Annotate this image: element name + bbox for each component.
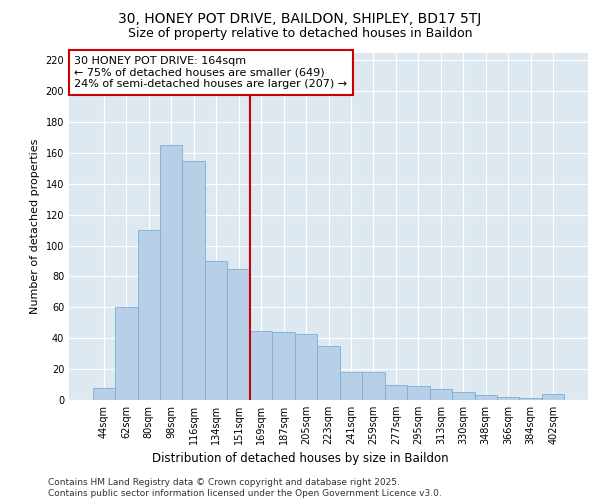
Bar	[317, 346, 340, 400]
Text: Distribution of detached houses by size in Baildon: Distribution of detached houses by size …	[152, 452, 448, 465]
Bar	[160, 145, 182, 400]
Y-axis label: Number of detached properties: Number of detached properties	[30, 138, 40, 314]
Bar	[385, 384, 407, 400]
Text: 30, HONEY POT DRIVE, BAILDON, SHIPLEY, BD17 5TJ: 30, HONEY POT DRIVE, BAILDON, SHIPLEY, B…	[118, 12, 482, 26]
Bar	[92, 388, 115, 400]
Bar	[205, 261, 227, 400]
Bar	[115, 308, 137, 400]
Bar	[137, 230, 160, 400]
Bar	[520, 398, 542, 400]
Bar	[497, 397, 520, 400]
Bar	[362, 372, 385, 400]
Bar	[295, 334, 317, 400]
Bar	[250, 330, 272, 400]
Text: Size of property relative to detached houses in Baildon: Size of property relative to detached ho…	[128, 28, 472, 40]
Bar	[227, 268, 250, 400]
Bar	[430, 389, 452, 400]
Bar	[407, 386, 430, 400]
Bar	[452, 392, 475, 400]
Bar	[272, 332, 295, 400]
Text: 30 HONEY POT DRIVE: 164sqm
← 75% of detached houses are smaller (649)
24% of sem: 30 HONEY POT DRIVE: 164sqm ← 75% of deta…	[74, 56, 347, 89]
Bar	[340, 372, 362, 400]
Bar	[475, 396, 497, 400]
Bar	[542, 394, 565, 400]
Text: Contains HM Land Registry data © Crown copyright and database right 2025.
Contai: Contains HM Land Registry data © Crown c…	[48, 478, 442, 498]
Bar	[182, 160, 205, 400]
